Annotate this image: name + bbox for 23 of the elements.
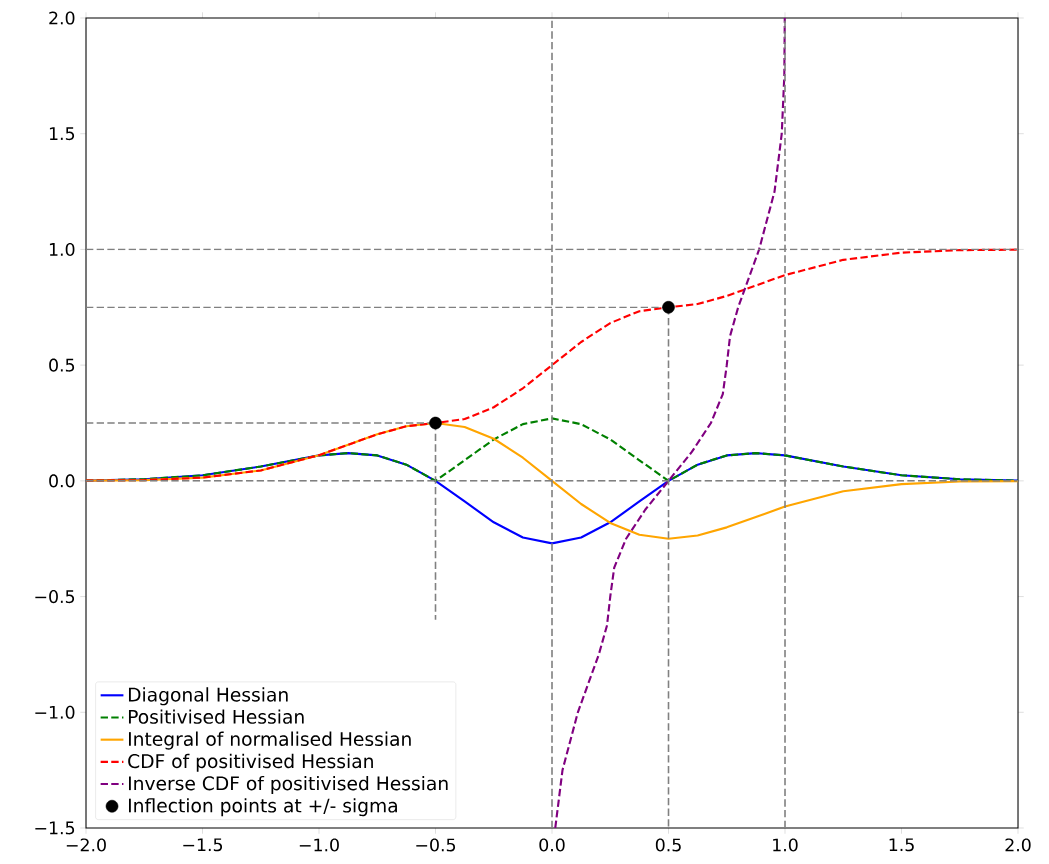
y-tick-label: 0.0 bbox=[49, 474, 75, 488]
legend-label: Integral of normalised Hessian bbox=[128, 731, 411, 750]
x-tick-label: 0.0 bbox=[539, 838, 565, 852]
legend-label: Diagonal Hessian bbox=[128, 687, 288, 706]
x-tick-label: 2.0 bbox=[1005, 838, 1031, 852]
x-tick-label: −1.5 bbox=[183, 838, 223, 852]
legend-label: Positivised Hessian bbox=[128, 709, 304, 724]
x-tick-label: 1.5 bbox=[889, 838, 914, 852]
y-tick-label: 1.5 bbox=[49, 127, 75, 141]
x-tick-label: −1.0 bbox=[299, 838, 339, 852]
x-tick-label: 0.5 bbox=[655, 838, 681, 852]
x-tick-label: 1.0 bbox=[773, 838, 798, 852]
legend-label: Inflection points at +/- sigma bbox=[128, 798, 397, 817]
x-tick-label: −0.5 bbox=[416, 838, 456, 852]
legend-label: Inverse CDF of positivised Hessian bbox=[128, 775, 448, 795]
y-tick-label: −1.0 bbox=[35, 705, 75, 719]
y-tick-label: −1.5 bbox=[35, 821, 75, 835]
y-tick-label: 0.5 bbox=[49, 358, 75, 372]
y-tick-label: −0.5 bbox=[35, 590, 75, 604]
legend-label: CDF of positivised Hessian bbox=[128, 753, 373, 772]
y-tick-label: 2.0 bbox=[49, 11, 75, 25]
x-tick-label: −2.0 bbox=[66, 838, 106, 852]
y-tick-label: 1.0 bbox=[49, 242, 75, 256]
